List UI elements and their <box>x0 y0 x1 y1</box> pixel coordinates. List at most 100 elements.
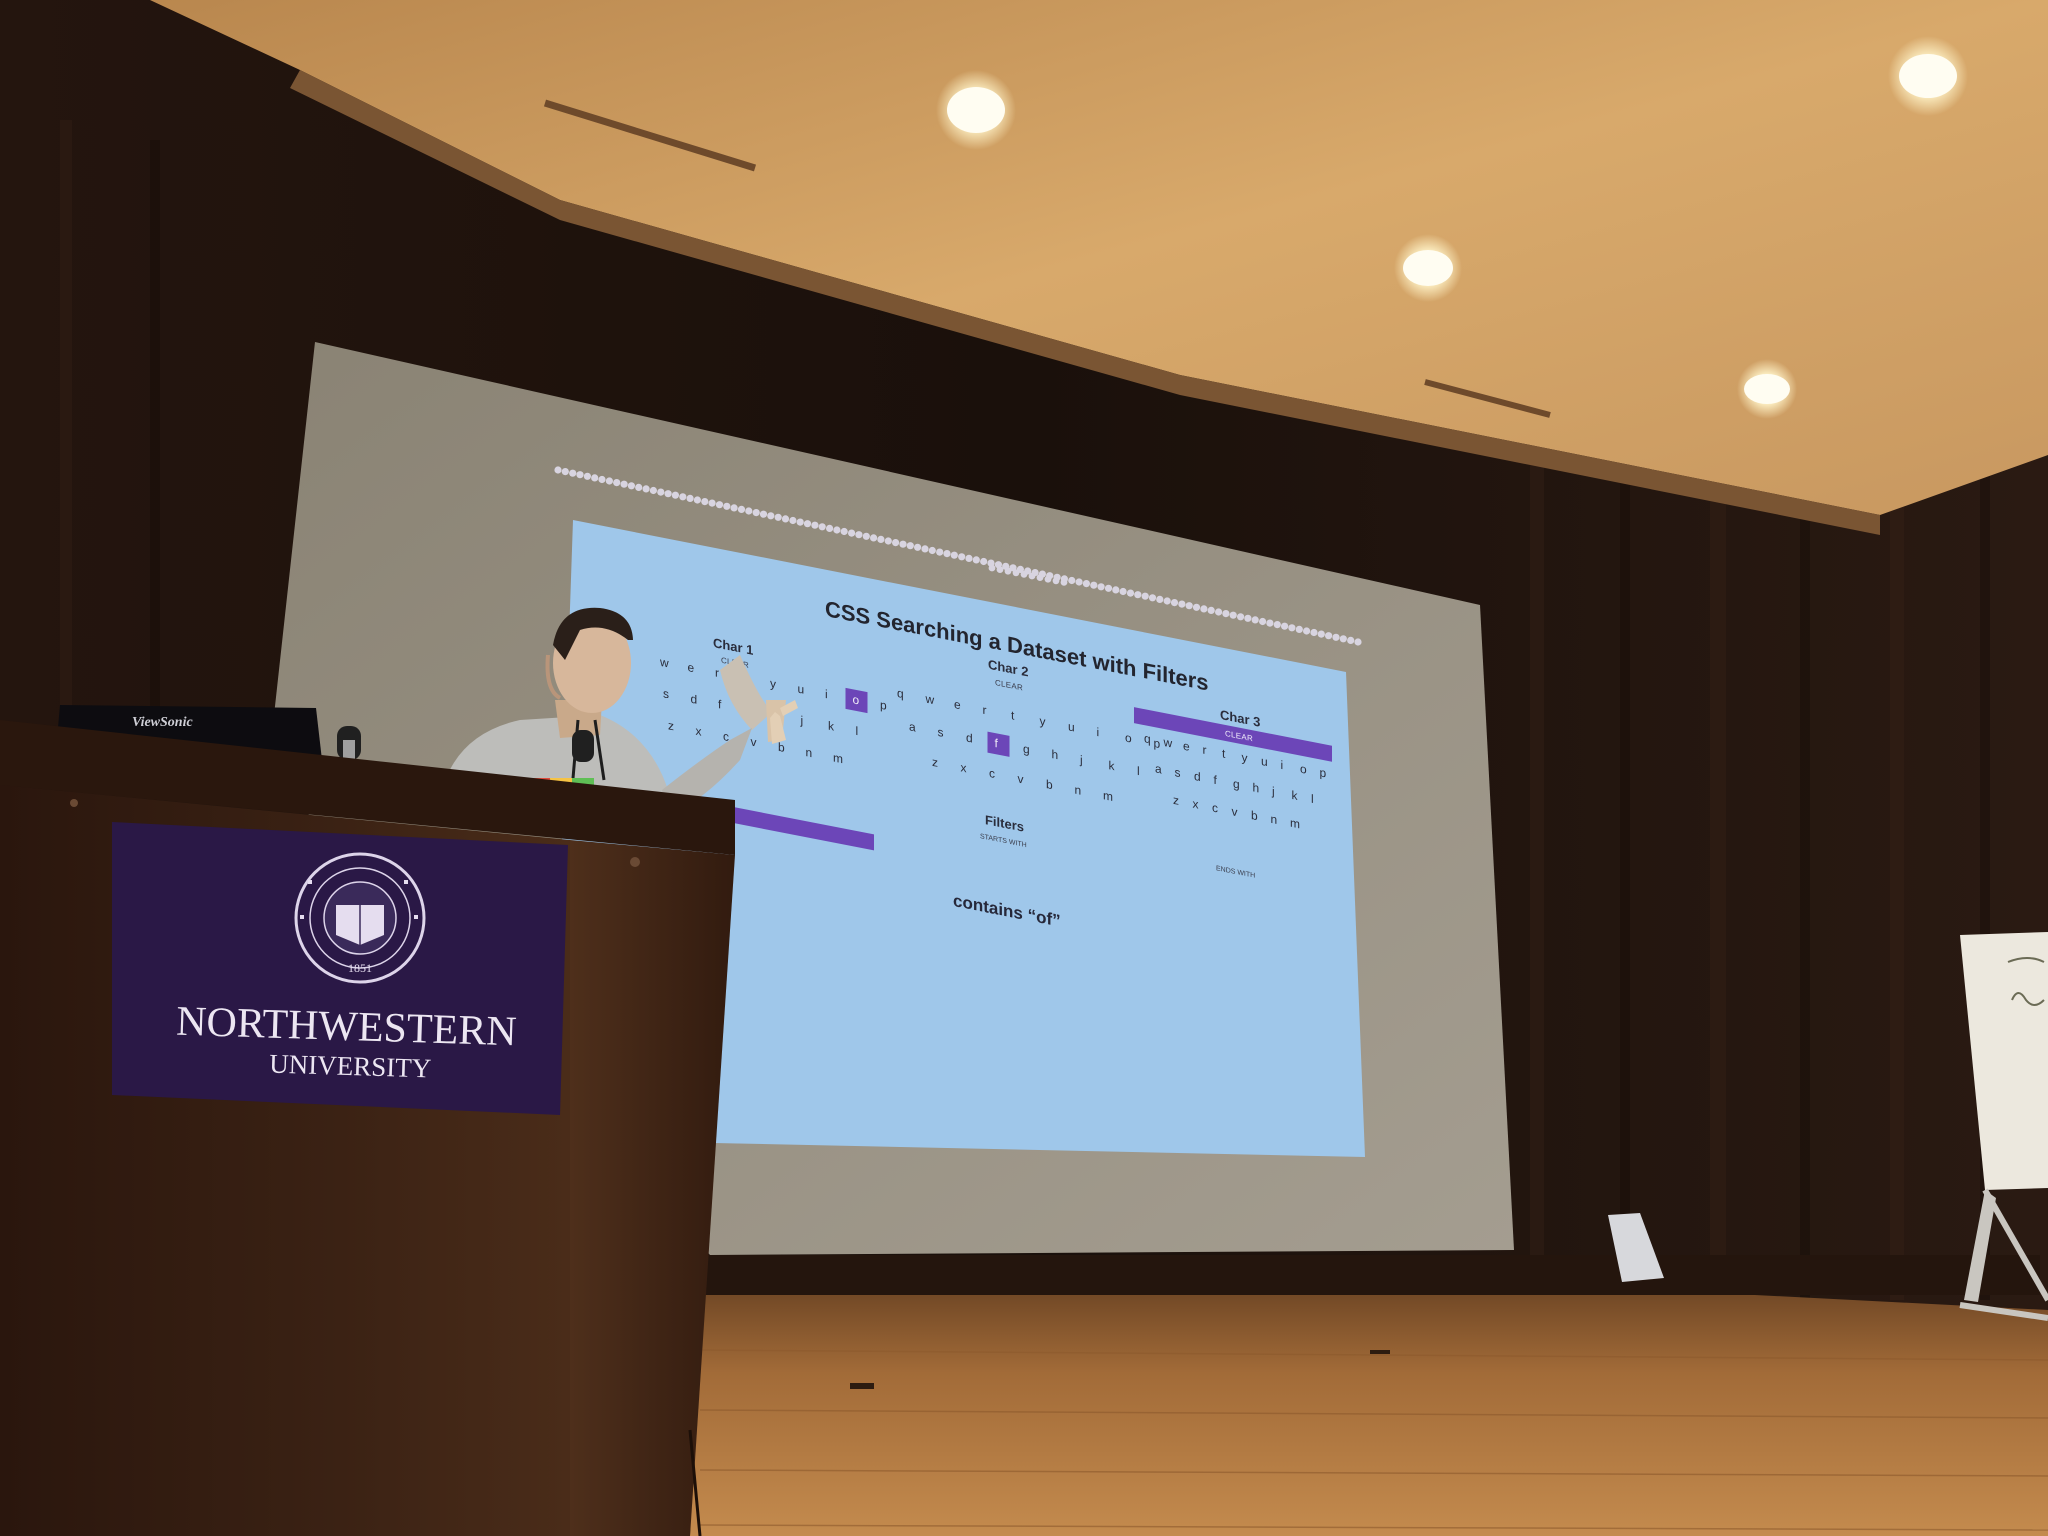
decorative-dot <box>774 513 782 521</box>
stage-sign <box>1608 1213 1664 1282</box>
char2-key-w[interactable]: w <box>925 691 935 707</box>
char3-key-k[interactable]: k <box>1292 788 1299 803</box>
monitor-brand: ViewSonic <box>132 715 193 730</box>
slide-dot-border <box>554 466 1362 646</box>
char2-key-b[interactable]: b <box>1046 777 1053 792</box>
char1-key-o[interactable]: o <box>853 692 860 707</box>
char2-key-t[interactable]: t <box>1011 708 1015 723</box>
char2-key-q[interactable]: q <box>897 686 904 701</box>
char3-key-j[interactable]: j <box>1271 784 1275 799</box>
char1-key-v[interactable]: v <box>751 734 758 749</box>
char3-key-y[interactable]: y <box>1242 750 1249 765</box>
char1-key-k[interactable]: k <box>828 719 835 734</box>
char2-key-i[interactable]: i <box>1097 725 1100 739</box>
char3-key-n[interactable]: n <box>1271 812 1278 827</box>
decorative-dot <box>1215 608 1223 616</box>
decorative-dot <box>1273 621 1281 629</box>
decorative-dot <box>627 482 636 490</box>
decorative-dot <box>840 527 848 536</box>
char2-key-a[interactable]: a <box>909 719 916 734</box>
char1-key-s[interactable]: s <box>663 686 669 701</box>
char1-key-n[interactable]: n <box>806 745 813 760</box>
decorative-dot <box>671 491 680 499</box>
decorative-dot <box>1126 589 1135 597</box>
decorative-dot <box>1090 581 1098 589</box>
char3-key-o[interactable]: o <box>1300 762 1307 777</box>
char1-key-i[interactable]: i <box>825 687 828 701</box>
decorative-dot <box>576 471 584 479</box>
char2-key-n[interactable]: n <box>1075 783 1082 798</box>
decorative-dot <box>745 507 753 515</box>
decorative-dot <box>796 518 804 526</box>
char2-key-d[interactable]: d <box>966 730 973 745</box>
char2-key-z[interactable]: z <box>932 755 938 770</box>
char3-key-w[interactable]: w <box>1163 735 1173 751</box>
char2-key-j[interactable]: j <box>1079 753 1083 768</box>
char1-key-f[interactable]: f <box>718 697 722 712</box>
char2-key-y[interactable]: y <box>1040 714 1047 729</box>
char2-key-l[interactable]: l <box>1137 764 1140 778</box>
decorative-dot <box>1281 622 1289 630</box>
char1-key-y[interactable]: y <box>770 676 777 691</box>
char2-key-x[interactable]: x <box>961 760 967 775</box>
char2-key-e[interactable]: e <box>954 697 961 712</box>
char1-key-m[interactable]: m <box>833 751 843 767</box>
char2-key-h[interactable]: h <box>1052 747 1059 762</box>
char1-key-p[interactable]: p <box>880 698 887 713</box>
char3-key-s[interactable]: s <box>1175 765 1181 780</box>
char1-key-j[interactable]: j <box>800 713 804 728</box>
char2-key-s[interactable]: s <box>938 725 944 740</box>
char1-key-l[interactable]: l <box>856 724 859 738</box>
char1-key-x[interactable]: x <box>696 724 702 739</box>
char3-key-m[interactable]: m <box>1290 816 1300 832</box>
char3-key-l[interactable]: l <box>1311 792 1314 806</box>
char2-key-k[interactable]: k <box>1109 758 1116 773</box>
char2-key-r[interactable]: r <box>983 703 987 718</box>
char3-key-x[interactable]: x <box>1193 797 1199 812</box>
char3-key-d[interactable]: d <box>1194 769 1201 784</box>
decorative-dot <box>870 534 878 542</box>
char2-key-f[interactable]: f <box>995 736 999 751</box>
char2-key-g[interactable]: g <box>1023 742 1030 757</box>
char2-key-v[interactable]: v <box>1018 772 1025 787</box>
char1-key-w[interactable]: w <box>659 655 669 671</box>
university-seal: 1851 <box>294 852 426 984</box>
char3-key-e[interactable]: e <box>1183 739 1190 754</box>
char3-key-c[interactable]: c <box>1212 800 1218 815</box>
lectern-microphone <box>337 726 361 762</box>
char3-key-p[interactable]: p <box>1320 765 1327 780</box>
char1-key-c[interactable]: c <box>723 729 729 744</box>
char3-key-a[interactable]: a <box>1155 761 1162 776</box>
char3-key-t[interactable]: t <box>1222 746 1226 761</box>
char2-key-u[interactable]: u <box>1068 719 1075 734</box>
char2-key-o[interactable]: o <box>1125 730 1132 745</box>
char1-key-r[interactable]: r <box>715 666 719 681</box>
decorative-dot <box>701 498 709 506</box>
char1-key-b[interactable]: b <box>778 740 785 755</box>
char1-key-d[interactable]: d <box>691 692 698 707</box>
char2-key-c[interactable]: c <box>989 766 995 781</box>
char3-key-r[interactable]: r <box>1203 743 1207 758</box>
decorative-dot <box>781 515 790 523</box>
decorative-dot <box>988 564 996 572</box>
char1-key-z[interactable]: z <box>668 718 674 733</box>
char3-key-g[interactable]: g <box>1233 777 1240 792</box>
char1-key-u[interactable]: u <box>798 682 805 697</box>
decorative-dot <box>657 488 665 496</box>
char3-key-q[interactable]: q <box>1144 731 1151 746</box>
char3-key-z[interactable]: z <box>1173 793 1179 808</box>
char1-key-e[interactable]: e <box>688 660 695 675</box>
decorative-dot <box>1134 591 1142 599</box>
char3-key-f[interactable]: f <box>1214 773 1218 788</box>
char3-key-v[interactable]: v <box>1232 804 1239 819</box>
char3-key-b[interactable]: b <box>1251 808 1258 823</box>
char3-key-u[interactable]: u <box>1261 754 1268 769</box>
decorative-dot <box>1119 587 1127 596</box>
char3-key-i[interactable]: i <box>1281 758 1284 772</box>
char3-key-h[interactable]: h <box>1253 780 1260 795</box>
char2-key-m[interactable]: m <box>1103 788 1113 804</box>
char2-key-p[interactable]: p <box>1154 736 1161 751</box>
stage-floor <box>690 1285 2048 1536</box>
floor-boards <box>699 1349 2048 1531</box>
decorative-dot <box>1112 586 1120 594</box>
